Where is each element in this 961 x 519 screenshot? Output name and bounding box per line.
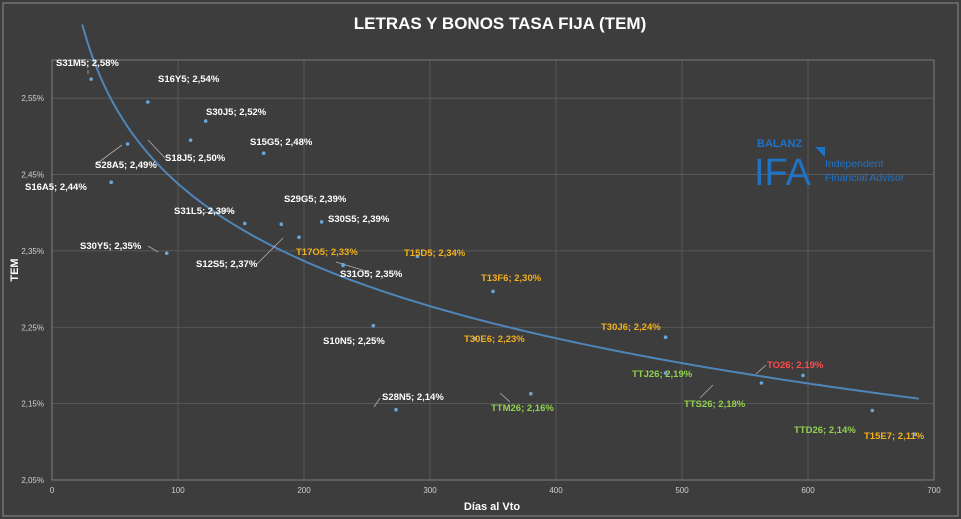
data-label-t13f6: T13F6; 2,30%: [481, 273, 542, 284]
data-point-s30j5: [203, 119, 208, 123]
x-axis-label: Días al Vto: [464, 501, 521, 513]
leader-line-s18j5: [147, 139, 166, 159]
data-label-ttm26: TTM26; 2,16%: [491, 403, 554, 414]
data-point-s28n5: [394, 407, 398, 412]
x-tick-label: 600: [801, 486, 815, 495]
data-point-t30e6: [473, 336, 478, 341]
data-point-ttd26: [870, 408, 875, 413]
logo-corner-mark: [815, 147, 825, 157]
leader-lines: [87, 70, 767, 408]
data-labels: S31M5; 2,58% S16Y5; 2,54% S30J5; 2,52% S15G…: [25, 58, 925, 442]
data-point-s28a5: [125, 142, 130, 146]
data-label-s30s5: S30S5; 2,39%: [328, 214, 390, 225]
leader-line-s28n5: [373, 397, 381, 408]
data-point-to26: [801, 373, 805, 378]
logo-line1: Independent: [825, 158, 883, 170]
x-tick-label: 0: [50, 486, 55, 495]
leader-line-s28a5: [94, 144, 123, 166]
data-label-s30y5: S30Y5; 2,35%: [80, 241, 142, 252]
logo-brand: BALANZ: [757, 138, 802, 150]
y-tick-label: 2,15%: [21, 400, 44, 409]
data-point-s31o5: [341, 263, 345, 268]
x-tick-labels: 0 100 200 300 400 500 600 700: [50, 486, 941, 495]
data-point-t15e7: [913, 432, 917, 437]
data-point-s30s5: [319, 220, 324, 224]
x-tick-label: 100: [171, 486, 185, 495]
y-tick-label: 2,05%: [21, 476, 44, 485]
data-point-ttj26: [663, 371, 668, 375]
data-point-s30y5: [164, 251, 169, 255]
leader-line-s12s5: [256, 237, 284, 265]
data-point-tts26: [759, 381, 764, 385]
x-tick-label: 300: [423, 486, 437, 495]
leader-line-s30y5: [147, 245, 159, 253]
leader-line-tts26: [699, 384, 714, 399]
data-label-t30e6: T30E6; 2,23%: [464, 334, 525, 345]
data-point-s16y5: [146, 100, 150, 104]
data-label-tts26: TTS26; 2,18%: [684, 399, 746, 410]
trendline: [81, 24, 920, 400]
data-label-ttd26: TTD26; 2,14%: [794, 425, 856, 436]
leader-line-to26: [755, 364, 767, 375]
data-point-s29g5: [279, 222, 284, 226]
data-label-s28a5: S28A5; 2,49%: [95, 160, 157, 171]
data-point-t13f6: [491, 289, 495, 294]
y-tick-labels: 2,05% 2,15% 2,25% 2,35% 2,45% 2,55%: [21, 94, 44, 485]
leader-line-s31l5: [199, 210, 235, 214]
data-label-s18j5: S18J5; 2,50%: [165, 153, 226, 164]
data-label-ttj26: TTJ26; 2,19%: [632, 369, 693, 380]
data-label-s10n5: S10N5; 2,25%: [323, 336, 385, 347]
y-axis-label: TEM: [9, 258, 21, 281]
leader-line-ttm26: [499, 392, 511, 403]
data-label-s12s5: S12S5; 2,37%: [196, 259, 258, 270]
data-label-s28n5: S28N5; 2,14%: [382, 392, 444, 403]
data-label-t15e7: T15E7; 2,11%: [864, 431, 925, 442]
data-label-t30j6: T30J6; 2,24%: [601, 322, 661, 333]
chart-title: LETRAS Y BONOS TASA FIJA (TEM): [354, 14, 646, 33]
x-tick-label: 400: [549, 486, 563, 495]
logo-mark: IFA: [754, 152, 812, 194]
data-point-t15d5: [415, 254, 420, 259]
x-tick-label: 200: [297, 486, 311, 495]
data-label-s16y5: S16Y5; 2,54%: [158, 74, 220, 85]
data-point-t30j6: [663, 335, 668, 340]
y-tick-label: 2,35%: [21, 247, 44, 256]
x-tick-label: 700: [927, 486, 941, 495]
data-label-to26: TO26; 2,19%: [767, 360, 824, 371]
y-tick-label: 2,25%: [21, 323, 44, 332]
data-label-s31o5: S31O5; 2,35%: [340, 269, 403, 280]
y-tick-label: 2,45%: [21, 171, 44, 180]
logo-line2: Financial Advisor: [825, 172, 905, 184]
data-label-t15d5: T15D5; 2,34%: [404, 248, 466, 259]
data-points: [89, 77, 917, 437]
data-label-s30j5: S30J5; 2,52%: [206, 107, 267, 118]
balanz-ifa-logo: BALANZ IFA Independent Financial Advisor: [754, 138, 905, 194]
data-point-s31m5: [89, 77, 93, 81]
data-label-s31l5: S31L5; 2,39%: [174, 206, 235, 217]
data-point-s31l5: [243, 221, 247, 226]
y-tick-label: 2,55%: [21, 94, 44, 103]
data-label-t17o5: T17O5; 2,33%: [296, 247, 358, 258]
data-label-s16a5: S16A5; 2,44%: [25, 182, 87, 193]
data-label-s15g5: S15G5; 2,48%: [250, 137, 313, 148]
x-tick-label: 500: [675, 486, 689, 495]
data-point-s10n5: [371, 323, 376, 328]
data-point-s18j5: [188, 138, 193, 142]
plot-area-border: [51, 59, 935, 481]
data-point-s12s5: [297, 235, 301, 239]
data-point-s16a5: [109, 180, 113, 184]
data-label-s29g5: S29G5; 2,39%: [284, 194, 347, 205]
data-point-s15g5: [261, 151, 266, 155]
data-label-s31m5: S31M5; 2,58%: [56, 58, 119, 69]
data-point-ttm26: [529, 391, 533, 396]
